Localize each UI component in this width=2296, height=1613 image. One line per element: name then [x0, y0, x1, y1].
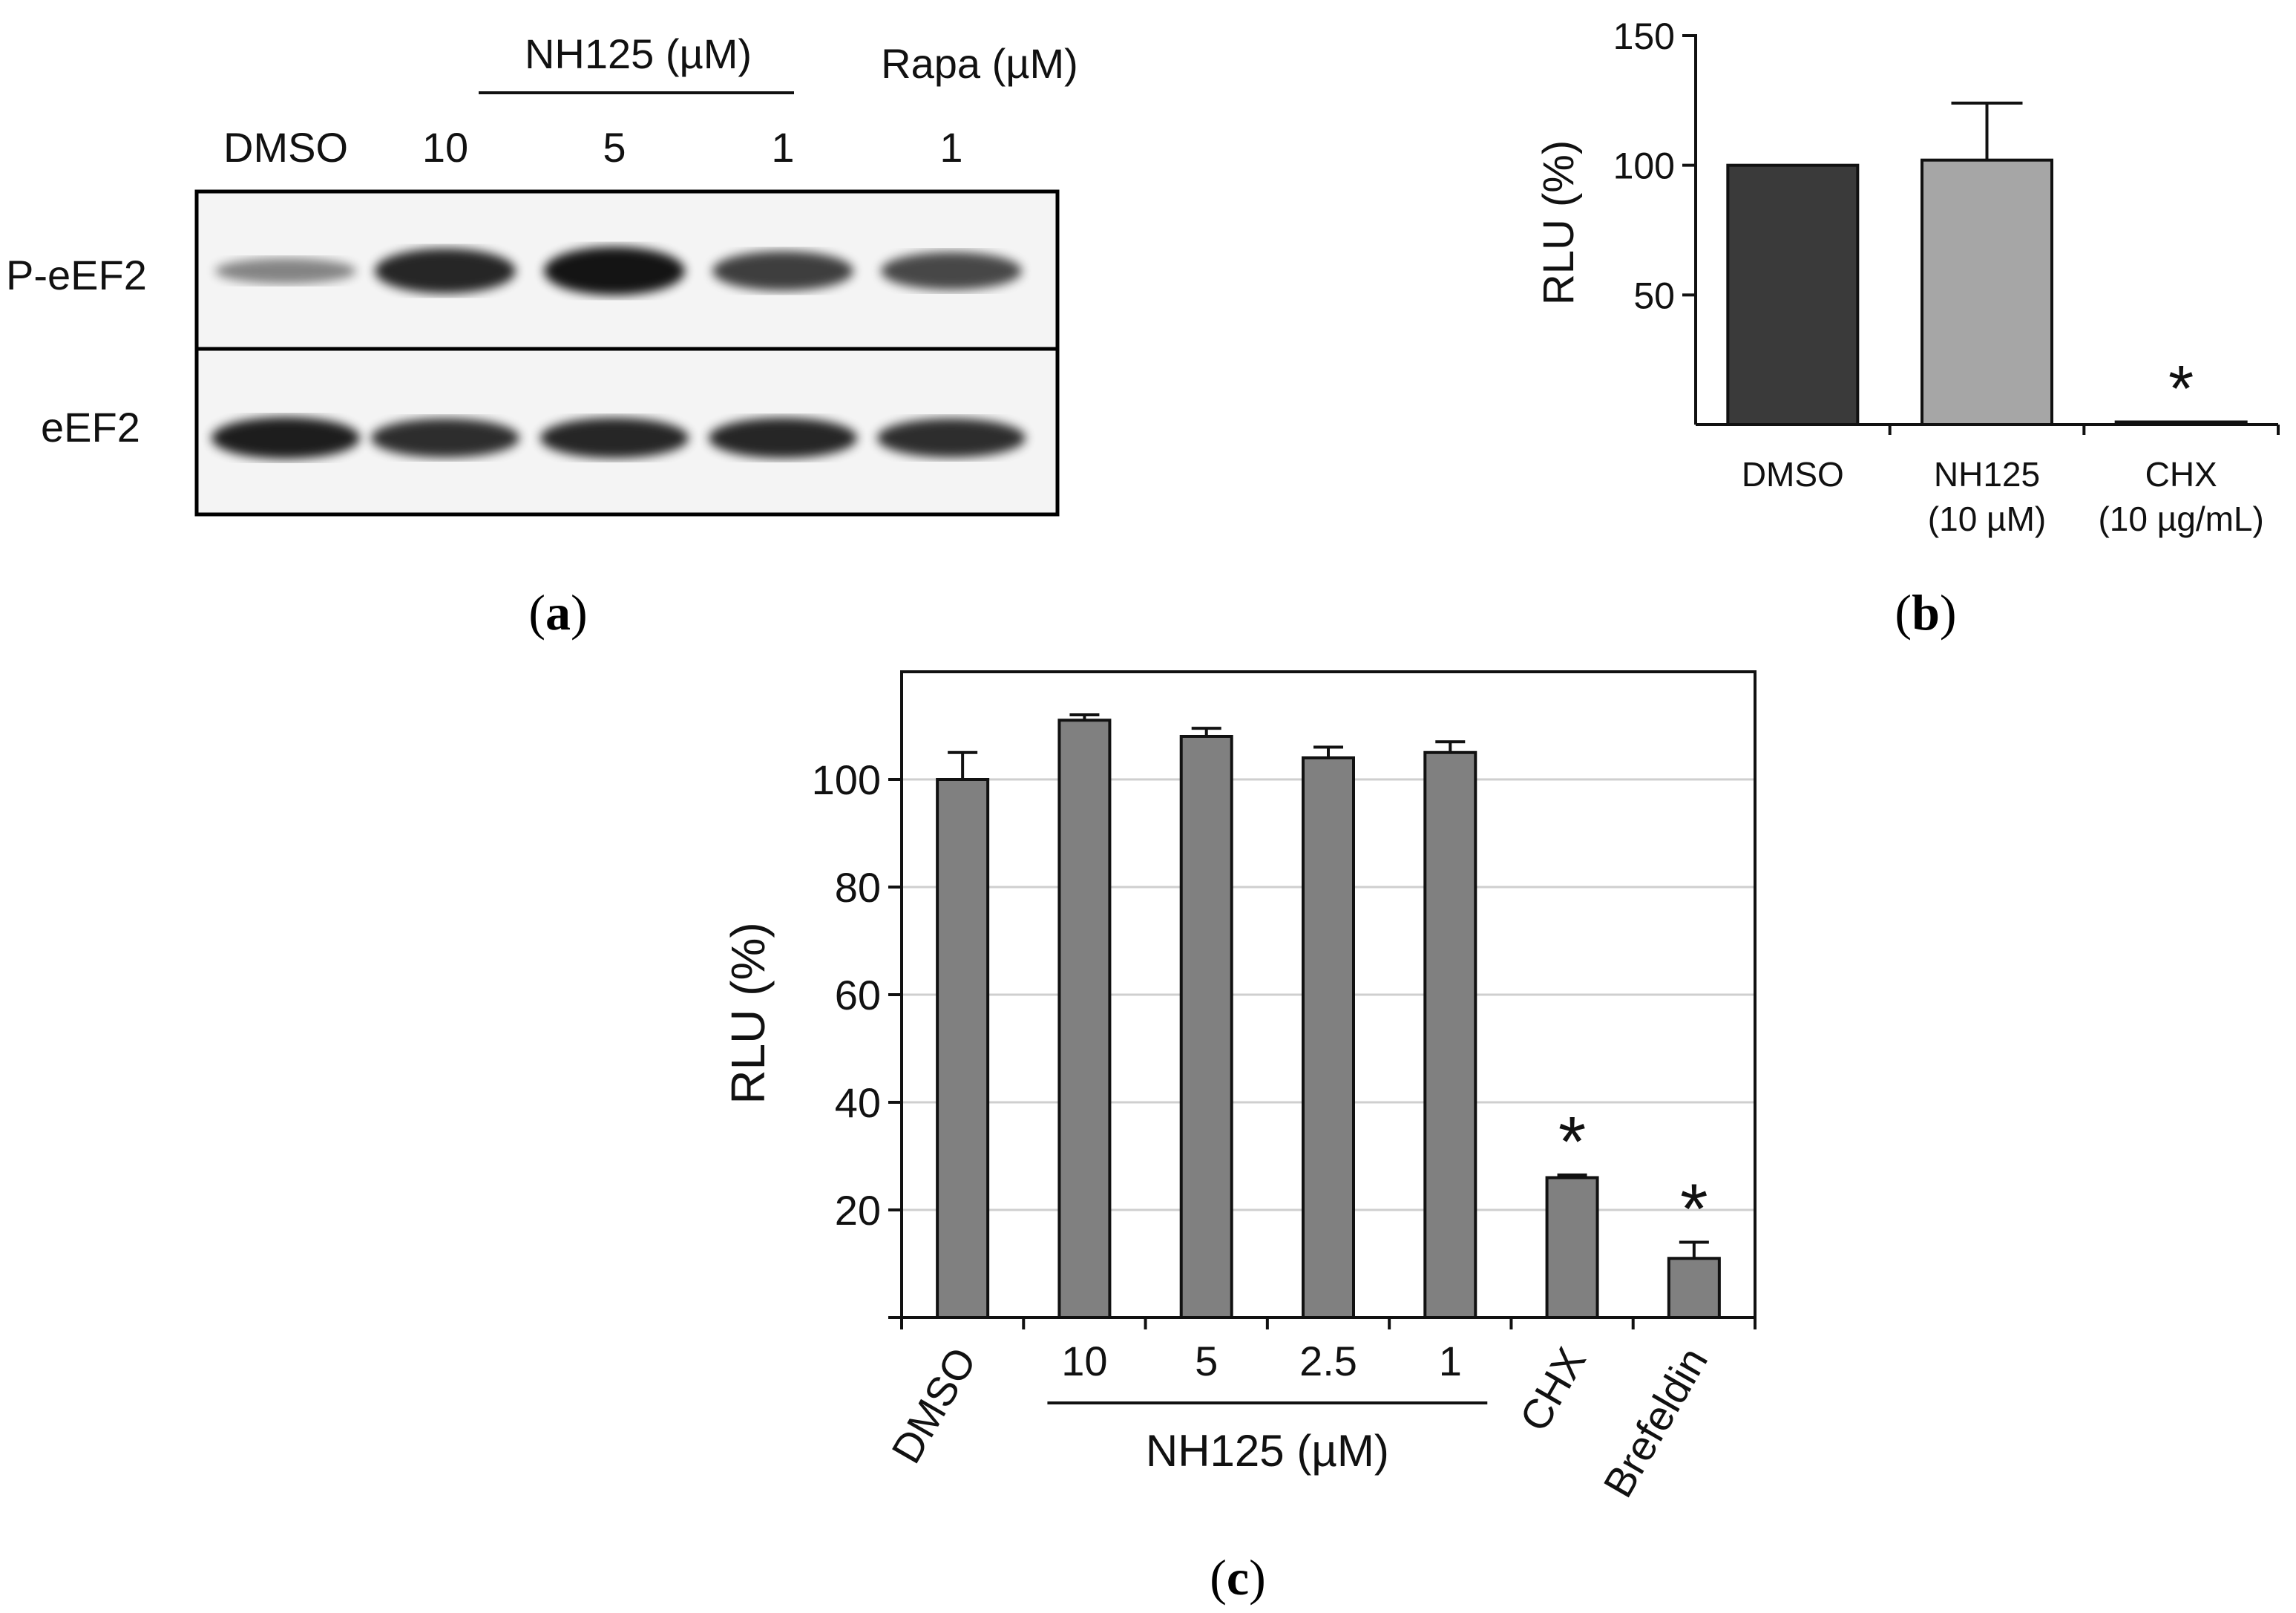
y-tick-label-c: 60 — [835, 972, 881, 1018]
lane-label-nh125-10: 10 — [422, 124, 468, 171]
blot-background — [197, 192, 1057, 514]
band-p-eef2 — [375, 248, 516, 294]
y-tick-label-c: 80 — [835, 864, 881, 911]
lane-label-dmso: DMSO — [223, 124, 348, 171]
significance-marker-c: * — [1680, 1170, 1708, 1249]
x-tick-label-c: CHX — [1510, 1340, 1595, 1439]
x-tick-label-b: CHX — [2145, 455, 2217, 494]
bar-b — [2114, 420, 2248, 426]
x-tick-label-c: 5 — [1195, 1338, 1218, 1384]
nh125-group-header: NH125 (µM) — [525, 30, 752, 77]
panel-a: NH125 (µM) Rapa (µM) DMSO 10 5 1 1 P-eEF… — [6, 30, 1078, 641]
bar-c — [1667, 1257, 1721, 1319]
x-tick-label-c: DMSO — [882, 1340, 985, 1471]
lane-label-nh125-5: 5 — [603, 124, 626, 171]
x-tick-label-b: (10 µM) — [1928, 500, 2046, 538]
y-tick-label-c: 100 — [812, 756, 881, 803]
band-p-eef2 — [544, 246, 685, 295]
y-tick-label-c: 40 — [835, 1079, 881, 1126]
significance-marker-c: * — [1558, 1102, 1586, 1182]
band-eef2 — [877, 418, 1026, 458]
row-label-eef2: eEF2 — [41, 404, 140, 451]
lane-label-nh125-1: 1 — [771, 124, 794, 171]
band-p-eef2 — [712, 251, 853, 291]
x-tick-label-c: 10 — [1061, 1338, 1107, 1384]
bar-c — [1179, 735, 1233, 1319]
y-tick-label-b: 150 — [1613, 16, 1675, 57]
band-eef2 — [709, 417, 857, 459]
y-tick-label-b: 50 — [1633, 275, 1675, 316]
x-tick-label-c: Brefeldin — [1594, 1340, 1716, 1505]
panel-c: (c) 20 40 60 80 100 RLU (%) DMSO 10 5 2.5 1 * CHX * Br… — [721, 670, 1757, 1606]
x-tick-label-b: NH125 — [1934, 455, 2040, 494]
y-axis-label-c: RLU (%) — [721, 922, 775, 1104]
rapa-group-header: Rapa (µM) — [881, 40, 1078, 87]
band-eef2 — [211, 416, 360, 459]
y-tick-label-c: 20 — [835, 1187, 881, 1234]
bar-c — [1057, 719, 1112, 1319]
lane-label-rapa-1: 1 — [939, 124, 962, 171]
y-axis-label-b: RLU (%) — [1535, 140, 1583, 305]
x-tick-label-b: (10 µg/mL) — [2098, 500, 2263, 538]
panel-letter-c: (c) — [1210, 1549, 1266, 1606]
bar-c — [1302, 756, 1355, 1319]
row-label-p-eef2: P-eEF2 — [6, 252, 147, 298]
bar-b — [1726, 163, 1860, 427]
panel-b: (b) 50 100 150 RLU (%) DMSO NH125 (10 µM) * CHX (… — [1535, 16, 2280, 641]
significance-marker-b: * — [2168, 352, 2194, 425]
x-tick-label-b: DMSO — [1742, 455, 1844, 494]
band-eef2 — [540, 417, 689, 459]
bar-c — [1545, 1176, 1599, 1319]
bar-b — [1921, 158, 2053, 426]
band-eef2 — [371, 418, 519, 458]
panel-letter-b: (b) — [1895, 584, 1956, 641]
band-p-eef2 — [215, 258, 356, 284]
bar-c — [1423, 750, 1477, 1319]
blot-bands — [211, 246, 1026, 459]
y-tick-label-b: 100 — [1613, 145, 1675, 187]
x-tick-label-c: 2.5 — [1299, 1338, 1357, 1384]
nh125-group-label-c: NH125 (µM) — [1146, 1426, 1389, 1476]
blot-frame-bottom — [194, 347, 1060, 517]
panel-letter-a: (a) — [528, 584, 587, 641]
band-p-eef2 — [881, 252, 1022, 290]
x-tick-label-c: 1 — [1439, 1338, 1462, 1384]
bar-c — [936, 778, 990, 1319]
